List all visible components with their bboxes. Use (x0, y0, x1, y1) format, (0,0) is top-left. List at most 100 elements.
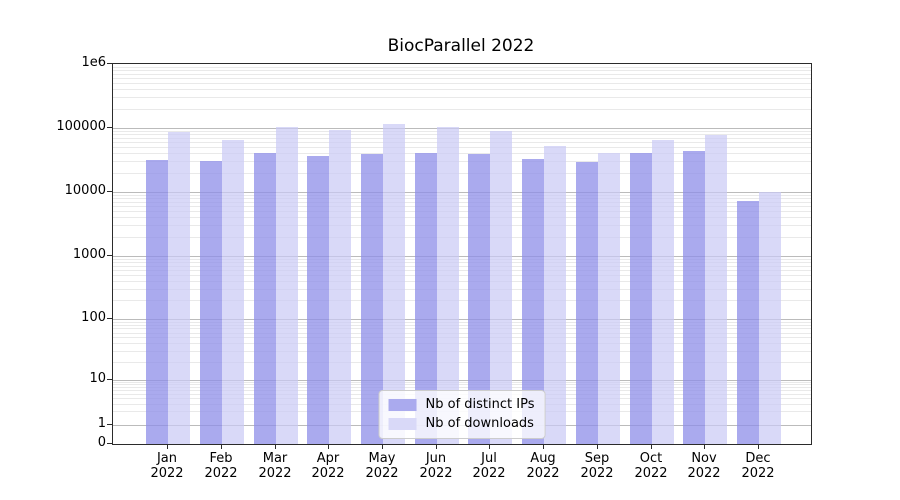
xtick-label-year: 2022 (687, 466, 721, 481)
gridline-minor (113, 161, 811, 162)
chart-title: BiocParallel 2022 (387, 36, 535, 56)
bar-nb-of-downloads-apr-2022 (329, 130, 351, 444)
ytick-label: 10 (89, 371, 106, 386)
xtick-mark (436, 444, 437, 449)
gridline-minor (113, 275, 811, 276)
xtick-label-year: 2022 (526, 466, 560, 481)
ytick-mark (107, 424, 112, 425)
gridline-minor (113, 134, 811, 135)
gridline-minor (113, 300, 811, 301)
gridline-minor (113, 83, 811, 84)
gridline-minor (113, 74, 811, 75)
ytick-label: 1 (97, 416, 106, 431)
legend-item: Nb of distinct IPs (388, 398, 534, 412)
gridline-minor (113, 270, 811, 271)
gridline-minor (113, 337, 811, 338)
legend-swatch-nb-of-downloads (388, 418, 417, 430)
xtick-label-month: Oct (639, 451, 663, 466)
xtick-label-year: 2022 (419, 466, 453, 481)
xtick-label: Dec 2022 (741, 451, 774, 481)
xtick-label-year: 2022 (311, 466, 345, 481)
gridline-minor (113, 217, 811, 218)
xtick-label: Aug 2022 (526, 451, 559, 481)
bar-nb-of-distinct-ips-jan-2022 (146, 160, 168, 444)
gridline-minor (113, 211, 811, 212)
xtick-mark (489, 444, 490, 449)
gridline-minor (113, 70, 811, 71)
xtick-label: Sep 2022 (580, 451, 613, 481)
xtick-label: Nov 2022 (687, 451, 720, 481)
xtick-mark (758, 444, 759, 449)
plot-area: Nb of distinct IPs Nb of downloads (112, 63, 812, 445)
gridline-minor (113, 362, 811, 363)
bar-nb-of-distinct-ips-may-2022 (361, 154, 383, 444)
ytick-mark (107, 318, 112, 319)
gridline-minor (113, 281, 811, 282)
bar-nb-of-downloads-jun-2022 (437, 127, 459, 444)
ytick-mark (107, 191, 112, 192)
bar-nb-of-downloads-nov-2022 (705, 135, 727, 444)
bar-nb-of-distinct-ips-nov-2022 (683, 151, 705, 444)
legend-label: Nb of downloads (425, 416, 534, 431)
xtick-mark (221, 444, 222, 449)
xtick-label: Jan 2022 (150, 451, 183, 481)
ytick-mark (107, 255, 112, 256)
xtick-label-year: 2022 (580, 466, 614, 481)
gridline-minor (113, 351, 811, 352)
legend-item: Nb of downloads (388, 416, 535, 431)
bar-nb-of-downloads-dec-2022 (759, 192, 781, 444)
xtick-label-month: Nov (691, 451, 717, 466)
bar-nb-of-distinct-ips-sep-2022 (576, 162, 598, 444)
xtick-label-year: 2022 (150, 466, 184, 481)
bar-nb-of-downloads-jan-2022 (168, 132, 190, 444)
ytick-label: 0 (97, 435, 106, 450)
bar-nb-of-downloads-aug-2022 (544, 146, 566, 444)
gridline-minor (113, 131, 811, 132)
ytick-label: 1000 (72, 247, 106, 262)
gridline-minor (113, 109, 811, 110)
gridline-major (113, 192, 811, 193)
gridline-minor (113, 382, 811, 383)
xtick-label: Oct 2022 (634, 451, 667, 481)
gridline-minor (113, 343, 811, 344)
bar-nb-of-distinct-ips-dec-2022 (737, 201, 759, 444)
bar-nb-of-distinct-ips-jun-2022 (415, 153, 437, 444)
gridline-minor (113, 202, 811, 203)
xtick-label: Jun 2022 (419, 451, 452, 481)
xtick-label-year: 2022 (741, 466, 775, 481)
ytick-mark (107, 379, 112, 380)
xtick-label-year: 2022 (258, 466, 292, 481)
ytick-label: 100000 (56, 119, 106, 134)
gridline-minor (113, 147, 811, 148)
gridline-minor (113, 142, 811, 143)
gridline-minor (113, 206, 811, 207)
bar-nb-of-downloads-mar-2022 (276, 127, 298, 444)
gridline-minor (113, 387, 811, 388)
bar-nb-of-distinct-ips-apr-2022 (307, 156, 329, 444)
xtick-label-month: Mar (262, 451, 288, 466)
bar-nb-of-distinct-ips-oct-2022 (630, 153, 652, 444)
gridline-major (113, 380, 811, 381)
xtick-label: Jul 2022 (472, 451, 505, 481)
xtick-label: Feb 2022 (204, 451, 237, 481)
gridline-minor (113, 328, 811, 329)
xtick-label-month: Feb (209, 451, 233, 466)
bar-nb-of-downloads-may-2022 (383, 124, 405, 444)
xtick-mark (597, 444, 598, 449)
xtick-label-month: May (368, 451, 396, 466)
gridline-major (113, 319, 811, 320)
ytick-label: 10000 (64, 183, 106, 198)
gridline-minor (113, 89, 811, 90)
bar-nb-of-downloads-feb-2022 (222, 140, 244, 444)
gridline-minor (113, 138, 811, 139)
gridline-minor (113, 333, 811, 334)
ytick-mark (107, 443, 112, 444)
gridline-minor (113, 289, 811, 290)
xtick-label-month: Jan (156, 451, 178, 466)
xtick-mark (651, 444, 652, 449)
gridline-minor (113, 67, 811, 68)
ytick-label: 100 (81, 310, 106, 325)
xtick-label-year: 2022 (634, 466, 668, 481)
gridline-minor (113, 225, 811, 226)
